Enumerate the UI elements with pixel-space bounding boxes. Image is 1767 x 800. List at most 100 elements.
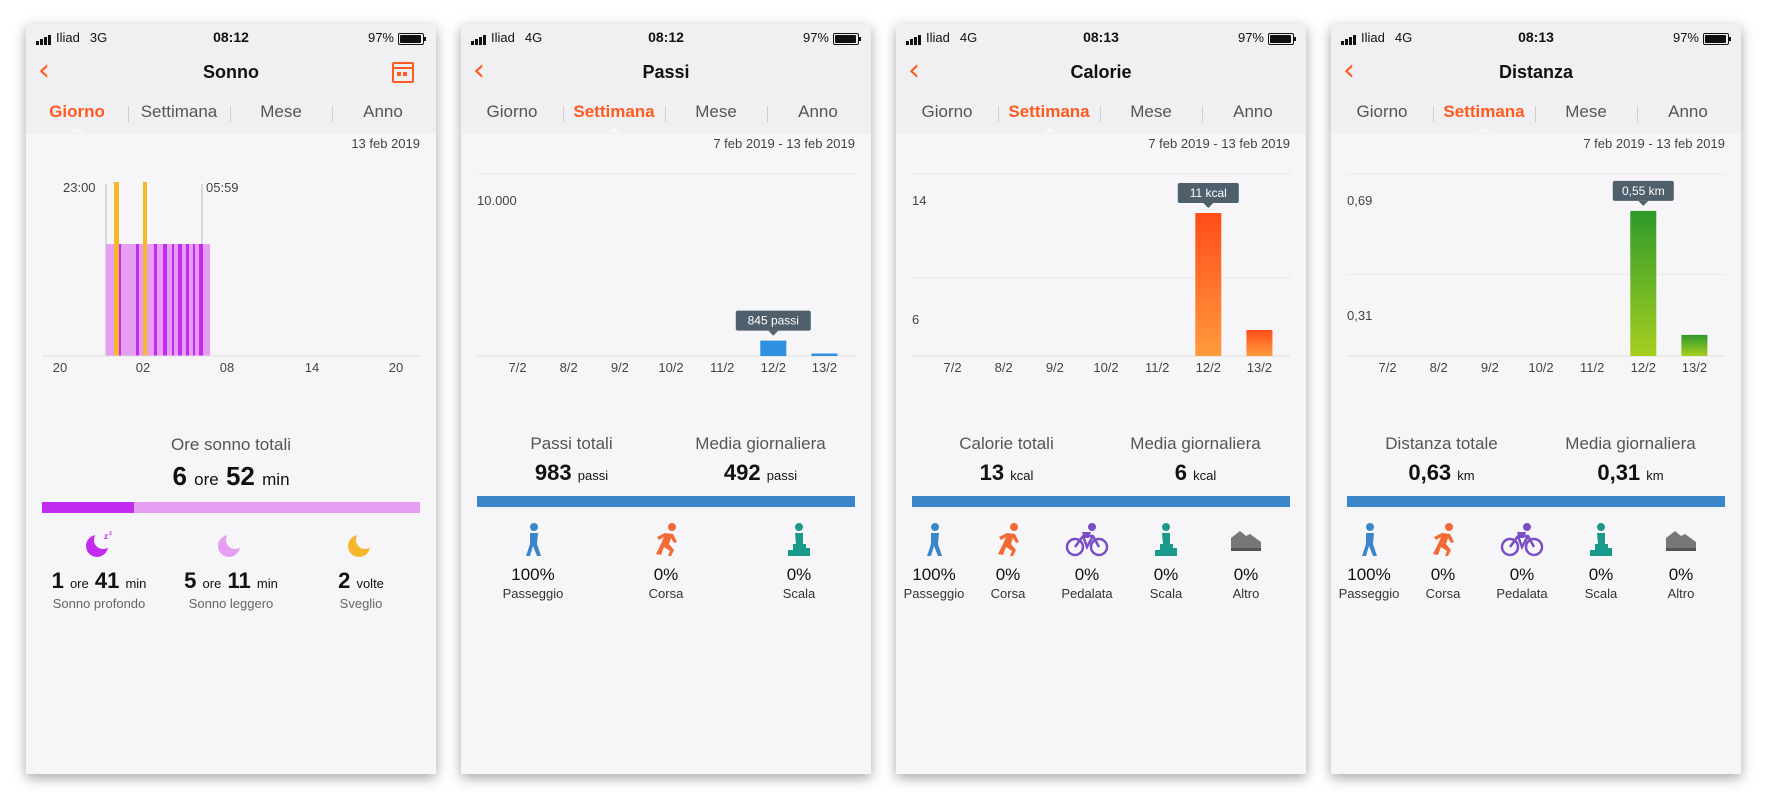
period-tabs: Giorno Settimana Mese Anno [896, 94, 1306, 134]
tab-day[interactable]: Giorno [486, 102, 538, 121]
nav-bar: ‹ Passi [461, 50, 871, 94]
tab-day[interactable]: Giorno [1356, 102, 1408, 121]
tab-month[interactable]: Mese [260, 102, 302, 121]
nav-bar: ‹ Calorie [896, 50, 1306, 94]
date-range: 7 feb 2019 - 13 feb 2019 [713, 136, 855, 151]
x-tick: 14 [305, 360, 319, 375]
bar-12/2[interactable] [1195, 213, 1222, 356]
sleep-start-label: 23:00 [63, 180, 96, 195]
shoe-icon [1231, 531, 1261, 551]
sleep-proportion-bar [42, 502, 420, 513]
sleep-total-minutes: 52 [225, 461, 255, 491]
awake-icon [348, 531, 374, 557]
nav-bar: ‹ Sonno [26, 50, 436, 94]
x-tick: 20 [389, 360, 403, 375]
tooltip-label: 845 passi [748, 314, 799, 328]
tab-day[interactable]: Giorno [921, 102, 973, 121]
calendar-icon[interactable] [392, 62, 414, 83]
clock: 08:12 [648, 29, 684, 45]
battery-icon [398, 32, 426, 45]
svg-text:z: z [104, 532, 108, 541]
page-title: Sonno [203, 62, 259, 82]
x-tick: 10/2 [658, 360, 683, 375]
x-tick: 02 [136, 360, 150, 375]
y-max-label: 14 [912, 193, 926, 208]
nav-bar: ‹ Distanza [1331, 50, 1741, 94]
x-tick: 9/2 [1481, 360, 1499, 375]
tab-year[interactable]: Anno [1668, 102, 1708, 121]
bar-13/2[interactable] [1246, 330, 1273, 356]
x-tick: 20 [53, 360, 67, 375]
x-tick: 8/2 [560, 360, 578, 375]
activity-cycling: 0% Pedalata [1047, 522, 1127, 601]
signal-icon [1341, 30, 1357, 45]
value-tooltip: 11 kcal [1177, 183, 1239, 208]
activity-other: 0% Altro [1641, 522, 1721, 601]
x-tick: 10/2 [1093, 360, 1118, 375]
running-icon [998, 523, 1019, 556]
tab-week[interactable]: Settimana [1008, 102, 1090, 121]
carrier-name: Iliad [56, 30, 80, 45]
x-tick: 13/2 [1682, 360, 1707, 375]
tab-day[interactable]: Giorno [49, 102, 105, 121]
back-icon[interactable]: ‹ [1343, 53, 1355, 88]
bar-13/2[interactable] [811, 353, 838, 356]
calories-daily-average: Media giornaliera 6 kcal [1130, 434, 1261, 485]
walking-icon [927, 523, 942, 556]
back-icon[interactable]: ‹ [38, 53, 50, 88]
y-max-label: 10.000 [477, 193, 517, 208]
awake-bar [114, 182, 119, 356]
x-tick: 7/2 [1379, 360, 1397, 375]
sleep-total: Ore sonno totali 6 ore 52 min [26, 435, 436, 492]
stairs-icon [788, 523, 810, 556]
svg-text:z: z [109, 531, 112, 537]
signal-icon [906, 30, 922, 45]
activity-proportion-bar [912, 496, 1290, 507]
bar-12/2[interactable] [760, 340, 787, 356]
activity-walking: 100% Passeggio [493, 522, 573, 601]
tab-month[interactable]: Mese [1130, 102, 1172, 121]
status-bar: Iliad 4G 08:13 97% [1331, 24, 1741, 50]
distance-daily-average: Media giornaliera 0,31 km [1565, 434, 1696, 485]
tab-week[interactable]: Settimana [1443, 102, 1525, 121]
calories-total: Calorie totali 13 kcal [959, 434, 1054, 485]
distance-screen: Iliad 4G 08:13 97% ‹ Distanza Giorno Sett… [1331, 24, 1741, 774]
activity-walking: 100% Passeggio [1331, 522, 1409, 601]
battery-percent: 97% [367, 30, 394, 45]
sleep-chart: 23:00 05:59 20 02 08 14 20 [42, 180, 420, 375]
battery-icon [833, 32, 861, 45]
x-tick: 11/2 [1145, 360, 1169, 375]
page-title: Distanza [1498, 62, 1574, 82]
bar-13/2[interactable] [1681, 334, 1708, 356]
signal-icon [36, 30, 52, 45]
x-tick: 12/2 [761, 360, 786, 375]
back-icon[interactable]: ‹ [908, 53, 920, 88]
walking-icon [1362, 523, 1377, 556]
back-icon[interactable]: ‹ [473, 53, 485, 88]
value-tooltip: 845 passi [735, 310, 811, 336]
light-sleep-icon [218, 531, 244, 557]
cycling-icon [1500, 523, 1544, 557]
steps-daily-average: Media giornaliera 492 passi [695, 434, 826, 485]
tab-week[interactable]: Settimana [140, 102, 218, 121]
date-label: 13 feb 2019 [351, 136, 420, 151]
awake-stat: 2 volte Sveglio [296, 529, 426, 611]
network-type: 3G [89, 30, 108, 45]
x-tick: 7/2 [944, 360, 962, 375]
tab-month[interactable]: Mese [1565, 102, 1607, 121]
tab-year[interactable]: Anno [363, 102, 403, 121]
walking-icon [526, 523, 541, 556]
activity-proportion-bar [1347, 496, 1725, 507]
sleep-total-hours: 6 [172, 461, 187, 491]
tab-year[interactable]: Anno [1233, 102, 1273, 121]
tab-year[interactable]: Anno [798, 102, 838, 121]
shoe-icon [1666, 531, 1696, 551]
tab-month[interactable]: Mese [695, 102, 737, 121]
calories-chart: 14 6 7/2 8/2 9/2 10/2 11/2 12/2 13/2 11 kcal [912, 173, 1290, 375]
tab-week[interactable]: Settimana [573, 102, 655, 121]
activity-other: 0% Altro [1206, 522, 1286, 601]
activity-stairs: 0% Scala [1126, 522, 1206, 601]
bar-12/2[interactable] [1630, 210, 1657, 356]
x-tick: 9/2 [1046, 360, 1064, 375]
activity-walking: 100% Passeggio [896, 522, 974, 601]
